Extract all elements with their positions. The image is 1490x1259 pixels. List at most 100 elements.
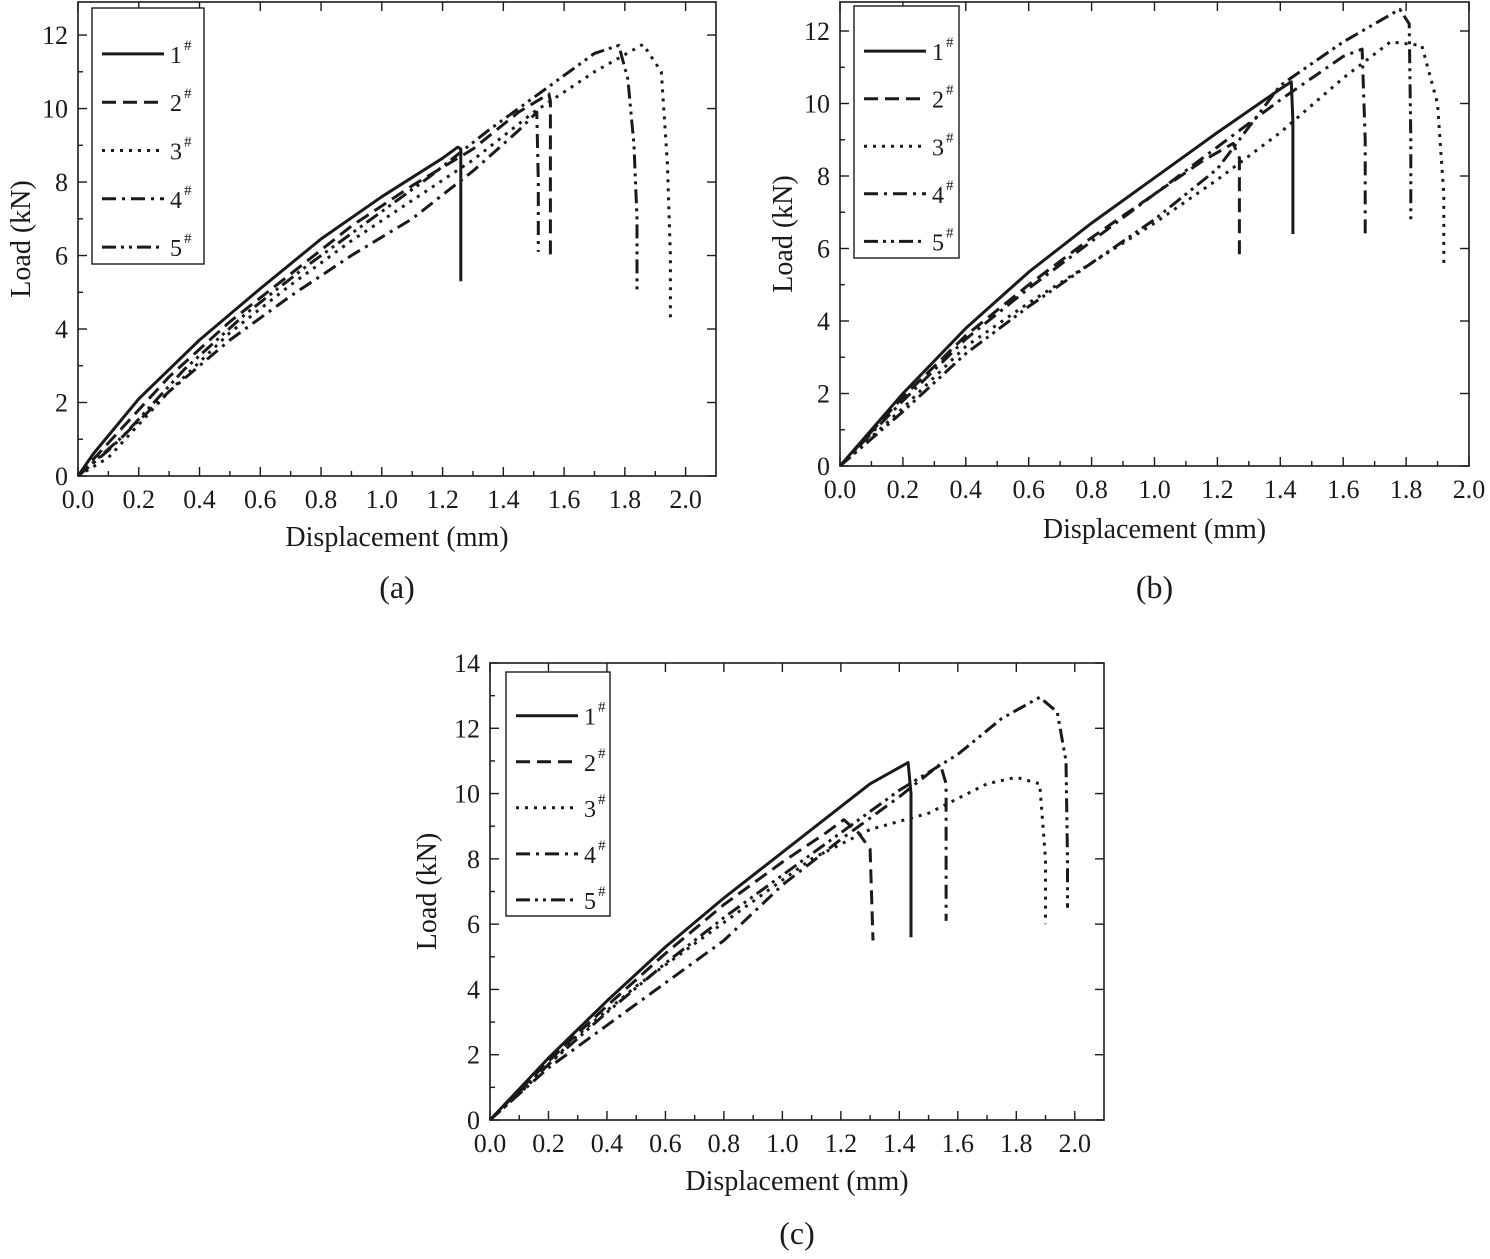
legend-label-4: 4 (932, 183, 944, 209)
x-tick-label: 1.0 (1138, 475, 1171, 504)
legend-label-1: 1 (584, 705, 596, 731)
legend-label-3: 3 (584, 797, 596, 823)
legend-label-4: 4 (584, 843, 596, 869)
series-3-line (838, 40, 1446, 468)
x-tick-label: 0.4 (591, 1129, 624, 1158)
legend-box (853, 5, 960, 259)
series-4-line (838, 47, 1367, 468)
y-tick-label: 12 (804, 17, 830, 46)
legend-label-2: 2 (584, 751, 596, 777)
x-tick-label: 1.0 (766, 1129, 799, 1158)
x-tick-label: 0.4 (183, 485, 216, 514)
y-tick-label: 8 (467, 845, 480, 874)
x-tick-label: 0.6 (649, 1129, 682, 1158)
chart-panel-2: 0.0 0.2 0.4 0.6 0.8 1.0 1.2 1.4 1.6 1.8 2.0 0 2 4 6 8 10… (768, 1, 1486, 605)
y-tick-label: 4 (55, 315, 68, 344)
legend-sup-4: # (946, 178, 954, 194)
x-tick-label: 1.6 (548, 485, 581, 514)
legend-box (91, 7, 205, 265)
y-tick-label: 6 (55, 242, 68, 271)
y-tick-label: 2 (55, 389, 68, 418)
x-tick-label: 0.0 (824, 475, 857, 504)
legend-label-2: 2 (170, 91, 182, 117)
y-tick-label: 8 (817, 162, 830, 191)
x-tick-label: 2.0 (1059, 1129, 1092, 1158)
y-tick-label: 14 (454, 649, 480, 678)
series-4-line (489, 762, 948, 1122)
y-tick-label: 4 (467, 975, 480, 1004)
y-tick-label: 0 (55, 462, 68, 491)
x-tick-label: 1.8 (1390, 475, 1423, 504)
x-tick-label: 1.8 (609, 485, 642, 514)
legend-sup-5: # (598, 884, 606, 900)
y-tick-label: 10 (804, 90, 830, 119)
y-tick-label: 12 (454, 714, 480, 743)
legend-label-1: 1 (932, 40, 944, 66)
legend-sup-4: # (184, 183, 192, 199)
y-tick-label: 2 (817, 380, 830, 409)
legend: 1 #2 #3 #4 #5 # (505, 671, 611, 917)
series-4-line (77, 110, 540, 478)
legend-sup-1: # (946, 35, 954, 51)
y-axis-label: Load (kN) (412, 833, 443, 950)
legend-label-3: 3 (932, 135, 944, 161)
y-tick-label: 6 (817, 235, 830, 264)
x-tick-label: 0.0 (474, 1129, 507, 1158)
x-tick-label: 1.4 (487, 485, 520, 514)
x-tick-label: 1.8 (1000, 1129, 1033, 1158)
legend-sup-3: # (946, 130, 954, 146)
x-tick-label: 1.4 (1264, 475, 1297, 504)
x-tick-label: 1.0 (366, 485, 399, 514)
x-tick-label: 0.2 (123, 485, 156, 514)
legend-sup-3: # (598, 792, 606, 808)
x-tick-label: 0.8 (1075, 475, 1108, 504)
legend-label-2: 2 (932, 88, 944, 114)
y-axis-label: Load (kN) (6, 180, 37, 297)
y-tick-label: 2 (467, 1041, 480, 1070)
plot-frame (77, 1, 717, 477)
panel-label: (a) (379, 569, 415, 605)
x-tick-label: 0.8 (305, 485, 338, 514)
legend-sup-2: # (598, 746, 606, 762)
legend-sup-1: # (598, 700, 606, 716)
series-1-line (76, 145, 463, 477)
x-tick-label: 1.6 (1327, 475, 1360, 504)
legend: 1 #2 #3 #4 #5 # (853, 5, 960, 259)
x-tick-label: 0.6 (1012, 475, 1045, 504)
legend-box (505, 671, 611, 917)
legend-label-5: 5 (170, 236, 182, 262)
y-tick-label: 10 (42, 95, 68, 124)
x-axis-label: Displacement (mm) (685, 1166, 908, 1197)
y-tick-label: 12 (42, 21, 68, 50)
panel-label: (b) (1136, 569, 1173, 605)
x-tick-label: 0.2 (887, 475, 920, 504)
x-tick-label: 0.6 (244, 485, 277, 514)
legend-label-3: 3 (170, 139, 182, 165)
x-tick-label: 0.2 (532, 1129, 565, 1158)
legend-sup-4: # (598, 838, 606, 854)
series-3-line (77, 42, 672, 478)
x-tick-label: 0.8 (708, 1129, 741, 1158)
y-tick-label: 10 (454, 780, 480, 809)
x-tick-label: 2.0 (1453, 475, 1486, 504)
legend-label-5: 5 (932, 230, 944, 256)
legend-sup-1: # (184, 38, 192, 54)
series-5-line (77, 43, 639, 478)
series-2-line (488, 818, 875, 1122)
y-tick-label: 0 (467, 1106, 480, 1135)
legend-sup-5: # (184, 231, 192, 247)
legend-label-5: 5 (584, 889, 596, 915)
x-tick-label: 0.0 (62, 485, 95, 514)
legend-sup-2: # (946, 83, 954, 99)
chart-panel-1: 0.0 0.2 0.4 0.6 0.8 1.0 1.2 1.4 1.6 1.8 2.0 0 2 4 6 8 10… (6, 1, 717, 605)
x-tick-label: 0.4 (950, 475, 983, 504)
x-tick-label: 1.4 (883, 1129, 916, 1158)
x-tick-label: 1.2 (1201, 475, 1234, 504)
x-tick-label: 2.0 (669, 485, 702, 514)
x-tick-label: 1.2 (426, 485, 459, 514)
x-tick-label: 1.6 (942, 1129, 975, 1158)
legend-label-4: 4 (170, 188, 182, 214)
y-tick-label: 8 (55, 168, 68, 197)
y-axis-label: Load (kN) (768, 175, 799, 292)
